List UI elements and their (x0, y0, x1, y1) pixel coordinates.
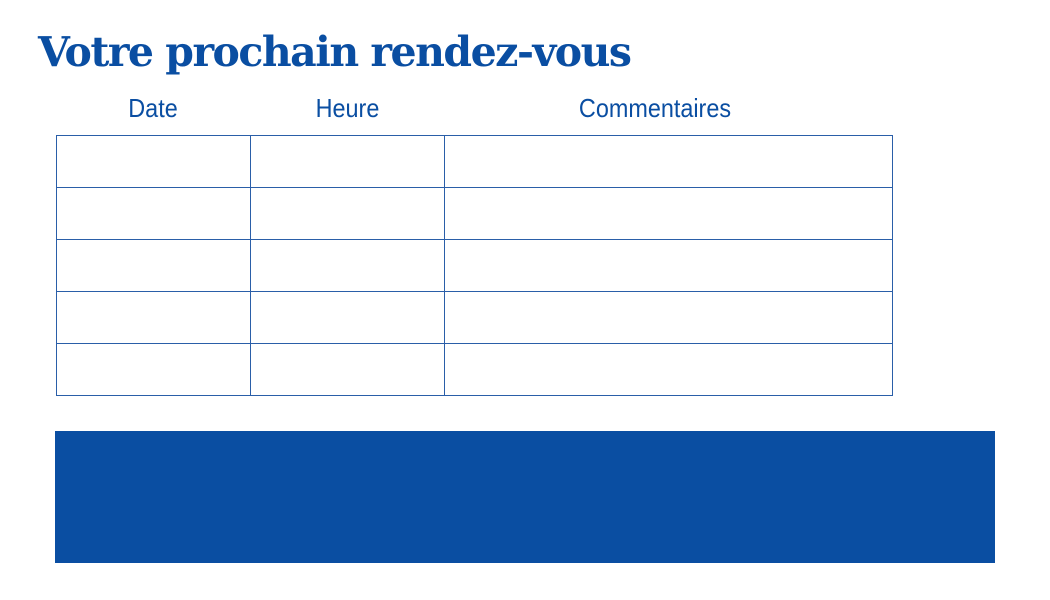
column-header-heure: Heure (315, 93, 380, 123)
table-cell-date[interactable] (56, 291, 251, 344)
blue-banner (55, 431, 995, 563)
table-cell-heure[interactable] (250, 187, 445, 240)
table-cell-heure[interactable] (250, 239, 445, 292)
table-row (56, 239, 893, 292)
appointment-table (56, 135, 893, 396)
column-header-commentaires: Commentaires (578, 93, 732, 123)
table-cell-date[interactable] (56, 187, 251, 240)
table-cell-commentaires[interactable] (444, 291, 893, 344)
table-row (56, 343, 893, 396)
table-cell-heure[interactable] (250, 291, 445, 344)
table-cell-heure[interactable] (250, 135, 445, 188)
column-header-date: Date (128, 93, 178, 123)
table-cell-commentaires[interactable] (444, 187, 893, 240)
table-cell-heure[interactable] (250, 343, 445, 396)
table-cell-commentaires[interactable] (444, 135, 893, 188)
page-title: Votre prochain rendez-vous (38, 28, 632, 76)
table-cell-date[interactable] (56, 239, 251, 292)
table-row (56, 291, 893, 344)
table-cell-commentaires[interactable] (444, 343, 893, 396)
table-row (56, 135, 893, 188)
table-row (56, 187, 893, 240)
table-cell-commentaires[interactable] (444, 239, 893, 292)
table-cell-date[interactable] (56, 135, 251, 188)
table-cell-date[interactable] (56, 343, 251, 396)
